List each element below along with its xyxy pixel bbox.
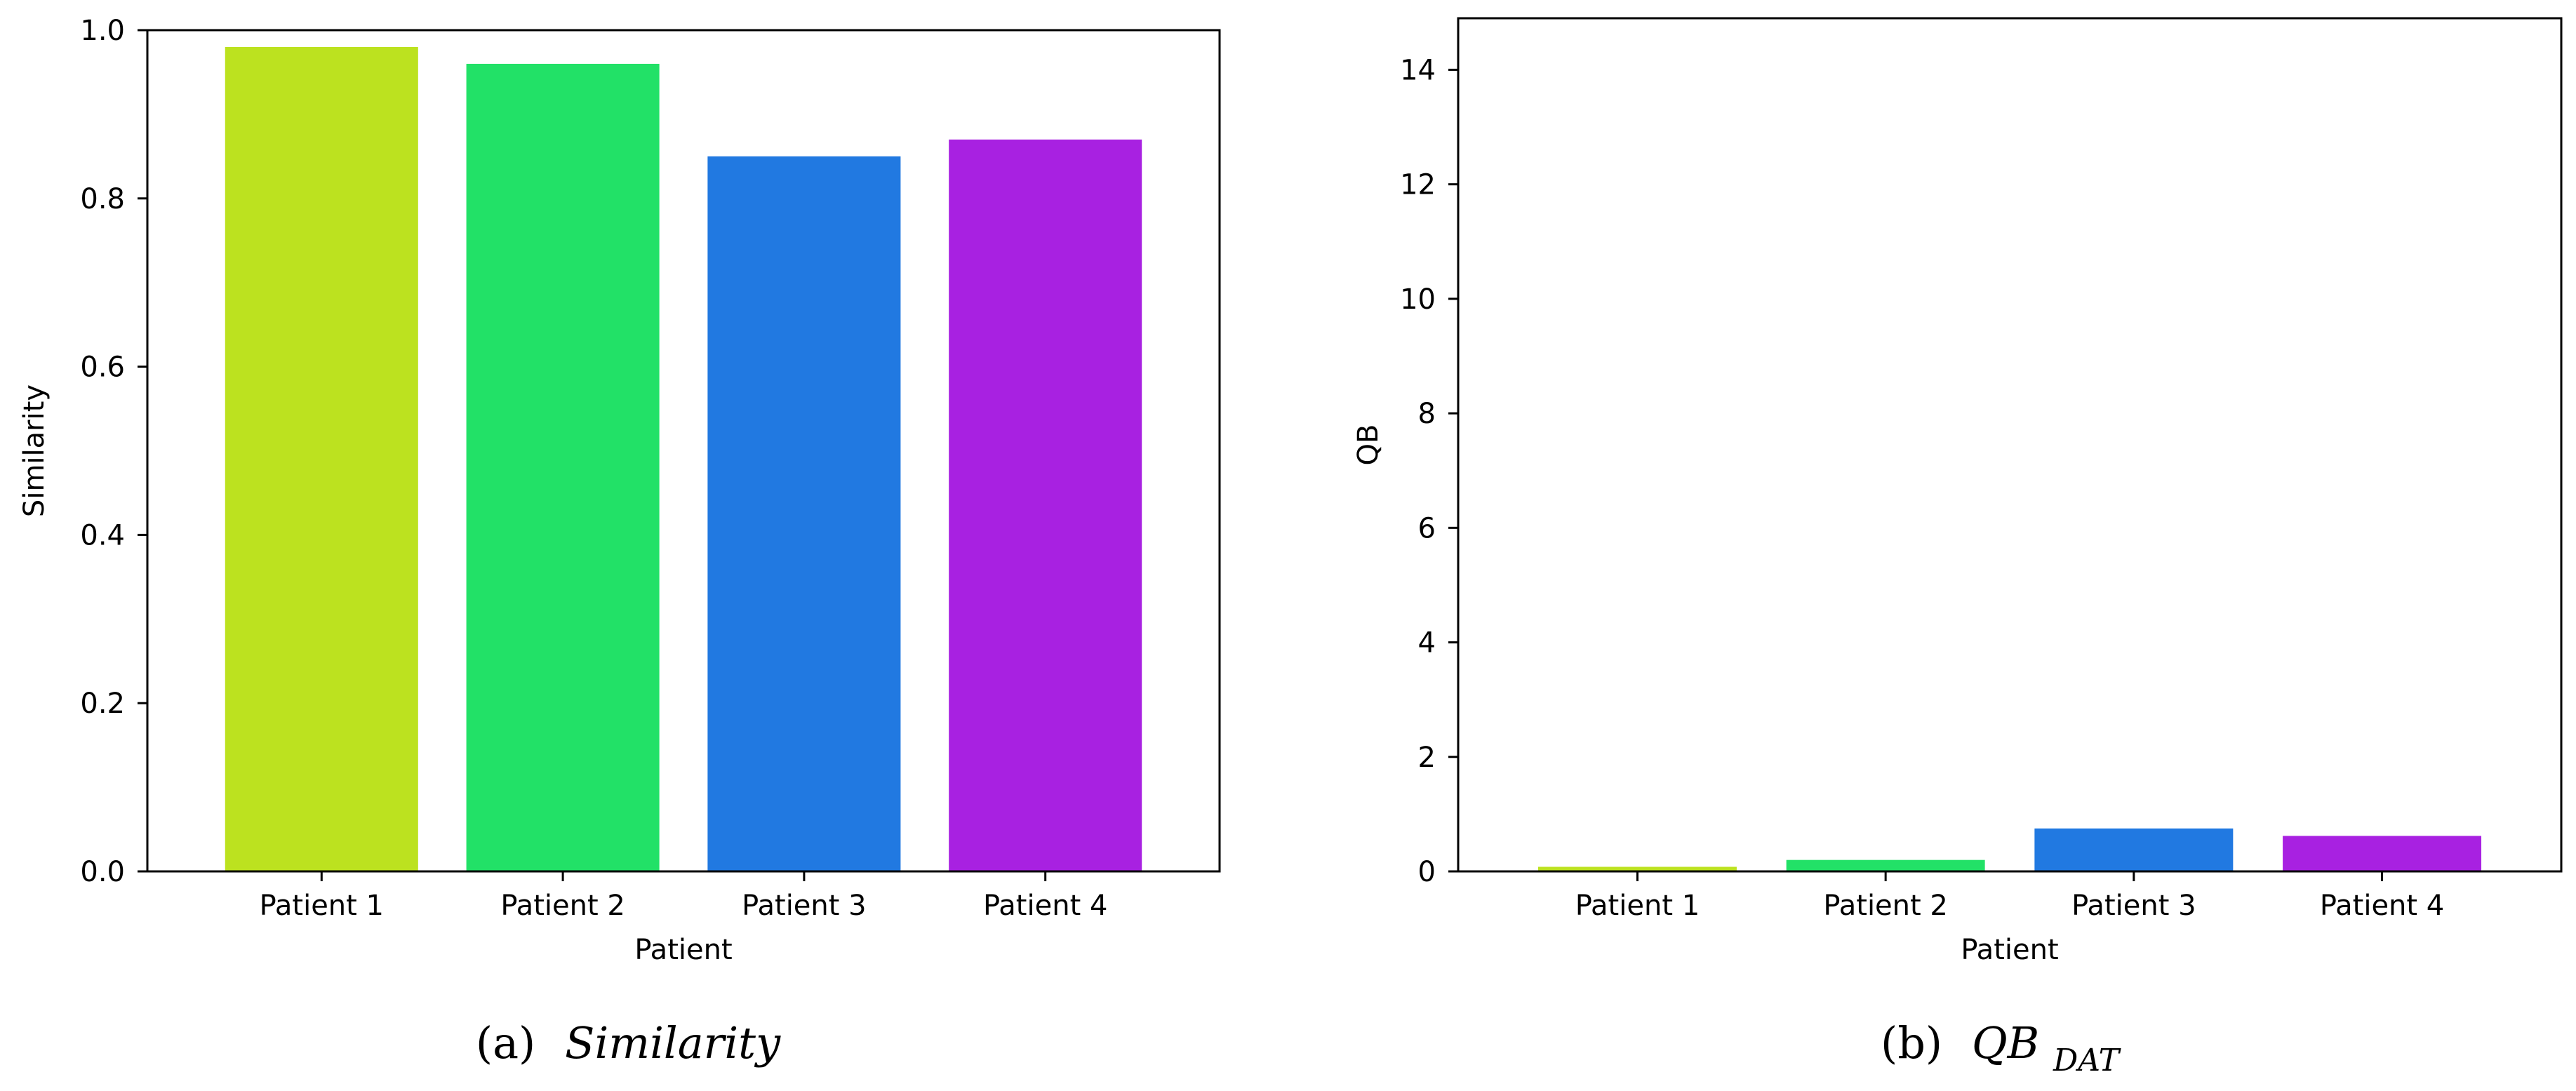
qb-x-tick-label: Patient 1	[1575, 890, 1700, 922]
similarity-y-axis-label: Similarity	[18, 384, 51, 517]
qb-y-tick-label: 8	[1418, 398, 1436, 430]
similarity-bar	[466, 63, 660, 872]
similarity-x-tick-label: Patient 2	[500, 890, 625, 922]
qb-y-ticks: 0 2 4 6 8 10 12 14	[1400, 54, 1458, 888]
similarity-y-tick-label: 0.0	[80, 856, 125, 888]
similarity-y-tick-label: 0.8	[80, 183, 125, 215]
qb-bar	[1786, 859, 1985, 871]
qb-y-axis-label: QB	[1352, 424, 1384, 466]
qb-y-tick-label: 14	[1400, 54, 1436, 86]
qb-plot-frame	[1457, 17, 2563, 873]
similarity-bar	[707, 156, 901, 872]
qb-x-tick-label: Patient 4	[2320, 890, 2444, 922]
qb-caption: (b) QB DAT	[1881, 1017, 2122, 1078]
qb-caption-subscript: DAT	[2053, 1043, 2122, 1078]
similarity-x-ticks: Patient 1 Patient 2 Patient 3 Patient 4	[260, 871, 1107, 922]
qb-bar	[1537, 866, 1737, 871]
qb-y-tick-label: 10	[1400, 283, 1436, 316]
qb-x-tick-label: Patient 2	[1823, 890, 1947, 922]
qb-x-tick-label: Patient 3	[2071, 890, 2196, 922]
similarity-y-ticks: 0.0 0.2 0.4 0.6 0.8 1.0	[80, 15, 147, 888]
similarity-x-tick-label: Patient 4	[983, 890, 1107, 922]
similarity-y-tick-label: 0.4	[80, 519, 125, 551]
qb-x-axis-label: Patient	[1961, 934, 2058, 966]
similarity-y-tick-label: 0.6	[80, 352, 125, 384]
similarity-x-tick-label: Patient 1	[260, 890, 384, 922]
qb-y-tick-label: 6	[1418, 512, 1436, 544]
qb-y-tick-label: 2	[1418, 742, 1436, 774]
qb-bar	[2034, 828, 2234, 871]
similarity-plot-frame	[146, 29, 1221, 873]
similarity-caption-text: Similarity	[565, 1017, 781, 1069]
similarity-bar	[225, 46, 418, 872]
qb-caption-text: QB	[1972, 1017, 2039, 1069]
similarity-y-tick-label: 0.2	[80, 688, 125, 720]
qb-y-tick-label: 4	[1418, 627, 1436, 660]
similarity-x-tick-label: Patient 3	[742, 890, 866, 922]
qb-y-tick-label: 0	[1418, 856, 1436, 888]
similarity-x-axis-label: Patient	[634, 934, 732, 966]
qb-y-tick-label: 12	[1400, 169, 1436, 201]
similarity-caption: (a) Similarity	[476, 1017, 781, 1069]
similarity-bar	[949, 139, 1142, 871]
similarity-chart-panel: 0.00.20.40.60.81.0 Patient 1 Patient 2 Pat…	[18, 15, 1221, 1069]
similarity-bars	[225, 46, 1142, 872]
similarity-caption-prefix: (a)	[476, 1017, 535, 1069]
qb-x-ticks: Patient 1 Patient 2 Patient 3 Patient 4	[1575, 871, 2444, 922]
qb-bar	[2283, 836, 2482, 871]
similarity-y-tick-label: 1.0	[80, 15, 125, 47]
qb-bars	[1537, 828, 2482, 871]
qb-caption-prefix: (b)	[1881, 1017, 1942, 1069]
